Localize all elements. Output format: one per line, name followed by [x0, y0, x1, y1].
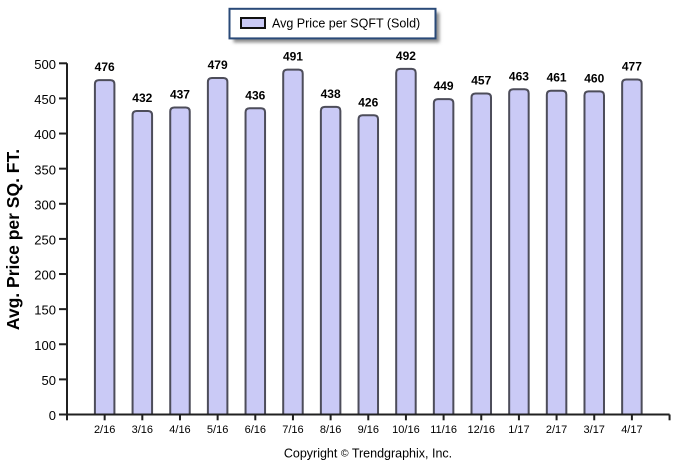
svg-text:300: 300 — [34, 197, 56, 212]
svg-text:Avg Price per SQFT (Sold): Avg Price per SQFT (Sold) — [272, 17, 420, 31]
svg-text:4/17: 4/17 — [621, 424, 642, 436]
svg-text:6/16: 6/16 — [245, 424, 266, 436]
svg-text:2/17: 2/17 — [546, 424, 567, 436]
svg-text:432: 432 — [132, 91, 152, 105]
svg-text:492: 492 — [396, 49, 416, 63]
svg-text:12/16: 12/16 — [467, 424, 495, 436]
svg-text:150: 150 — [34, 303, 56, 318]
svg-text:0: 0 — [49, 408, 56, 423]
svg-text:479: 479 — [208, 58, 228, 72]
svg-text:4/16: 4/16 — [169, 424, 190, 436]
svg-text:400: 400 — [34, 127, 56, 142]
svg-text:426: 426 — [358, 95, 378, 109]
svg-text:7/16: 7/16 — [282, 424, 303, 436]
svg-text:438: 438 — [321, 87, 341, 101]
svg-text:Copyright © Trendgraphix, Inc.: Copyright © Trendgraphix, Inc. — [284, 447, 452, 461]
svg-text:491: 491 — [283, 50, 303, 64]
svg-text:460: 460 — [584, 71, 604, 85]
svg-text:11/16: 11/16 — [430, 424, 457, 436]
svg-text:437: 437 — [170, 88, 190, 102]
svg-text:436: 436 — [245, 88, 265, 102]
svg-text:500: 500 — [34, 57, 56, 72]
svg-text:3/16: 3/16 — [132, 424, 153, 436]
svg-text:477: 477 — [622, 59, 642, 73]
svg-text:250: 250 — [34, 233, 56, 248]
svg-text:449: 449 — [434, 79, 454, 93]
svg-text:450: 450 — [34, 92, 56, 107]
svg-text:200: 200 — [34, 268, 56, 283]
svg-text:8/16: 8/16 — [320, 424, 341, 436]
svg-text:1/17: 1/17 — [508, 424, 529, 436]
svg-text:50: 50 — [42, 373, 56, 388]
svg-text:Avg. Price per SQ. FT.: Avg. Price per SQ. FT. — [3, 149, 23, 330]
svg-text:461: 461 — [547, 71, 567, 85]
svg-text:9/16: 9/16 — [358, 424, 379, 436]
svg-text:2/16: 2/16 — [94, 424, 115, 436]
svg-text:476: 476 — [95, 60, 115, 74]
svg-text:457: 457 — [471, 74, 491, 88]
svg-text:10/16: 10/16 — [392, 424, 420, 436]
svg-text:463: 463 — [509, 69, 529, 83]
svg-text:5/16: 5/16 — [207, 424, 228, 436]
svg-text:100: 100 — [34, 338, 56, 353]
svg-text:350: 350 — [34, 162, 56, 177]
svg-text:3/17: 3/17 — [584, 424, 605, 436]
